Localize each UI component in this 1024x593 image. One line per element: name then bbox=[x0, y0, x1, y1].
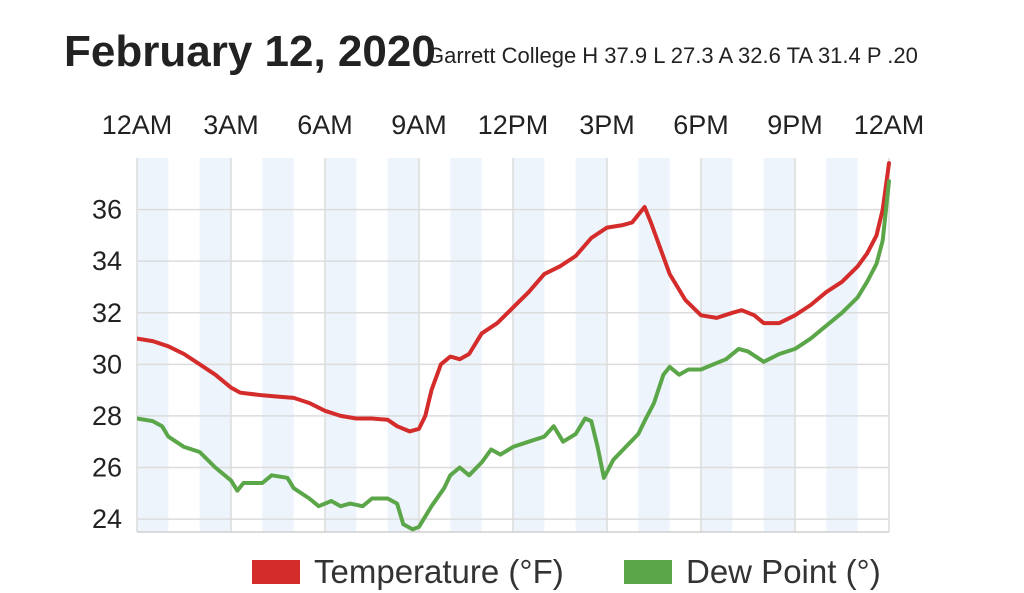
hour-band bbox=[387, 158, 419, 532]
x-tick-label: 3PM bbox=[579, 110, 635, 140]
x-tick-label: 9PM bbox=[767, 110, 823, 140]
hour-band bbox=[638, 158, 670, 532]
legend: Temperature (°F) Dew Point (°) bbox=[252, 553, 881, 590]
chart-title: February 12, 2020 bbox=[64, 27, 436, 76]
x-tick-label: 12AM bbox=[854, 110, 925, 140]
chart-subtitle: Garrett College H 37.9 L 27.3 A 32.6 TA … bbox=[427, 43, 918, 68]
x-tick-label: 6PM bbox=[673, 110, 729, 140]
x-axis-ticks: 12AM 3AM 6AM 9AM 12PM 3PM 6PM 9PM 12AM bbox=[102, 110, 925, 140]
legend-label: Dew Point (°) bbox=[686, 553, 881, 590]
y-tick-label: 24 bbox=[92, 504, 122, 534]
y-tick-label: 34 bbox=[92, 246, 122, 276]
y-tick-label: 30 bbox=[92, 349, 122, 379]
legend-label: Temperature (°F) bbox=[314, 553, 564, 590]
y-tick-label: 32 bbox=[92, 298, 122, 328]
hour-band bbox=[826, 158, 858, 532]
hour-band bbox=[701, 158, 733, 532]
hour-band bbox=[262, 158, 294, 532]
series-lines bbox=[137, 161, 891, 532]
legend-swatch bbox=[252, 560, 300, 584]
alternating-hour-bands bbox=[137, 158, 858, 532]
series-line bbox=[137, 179, 891, 532]
legend-swatch bbox=[624, 560, 672, 584]
x-tick-label: 12AM bbox=[102, 110, 173, 140]
x-tick-label: 3AM bbox=[203, 110, 259, 140]
hour-band bbox=[513, 158, 545, 532]
y-tick-label: 28 bbox=[92, 401, 122, 431]
x-tick-label: 6AM bbox=[297, 110, 353, 140]
x-tick-label: 9AM bbox=[391, 110, 447, 140]
series-line bbox=[137, 161, 891, 434]
hour-band bbox=[763, 158, 795, 532]
hour-band bbox=[450, 158, 482, 532]
y-tick-label: 26 bbox=[92, 453, 122, 483]
y-tick-label: 36 bbox=[92, 195, 122, 225]
hour-band bbox=[325, 158, 357, 532]
x-tick-label: 12PM bbox=[478, 110, 549, 140]
grid-lines bbox=[136, 158, 890, 533]
y-axis-ticks: 24 26 28 30 32 34 36 bbox=[92, 195, 122, 535]
